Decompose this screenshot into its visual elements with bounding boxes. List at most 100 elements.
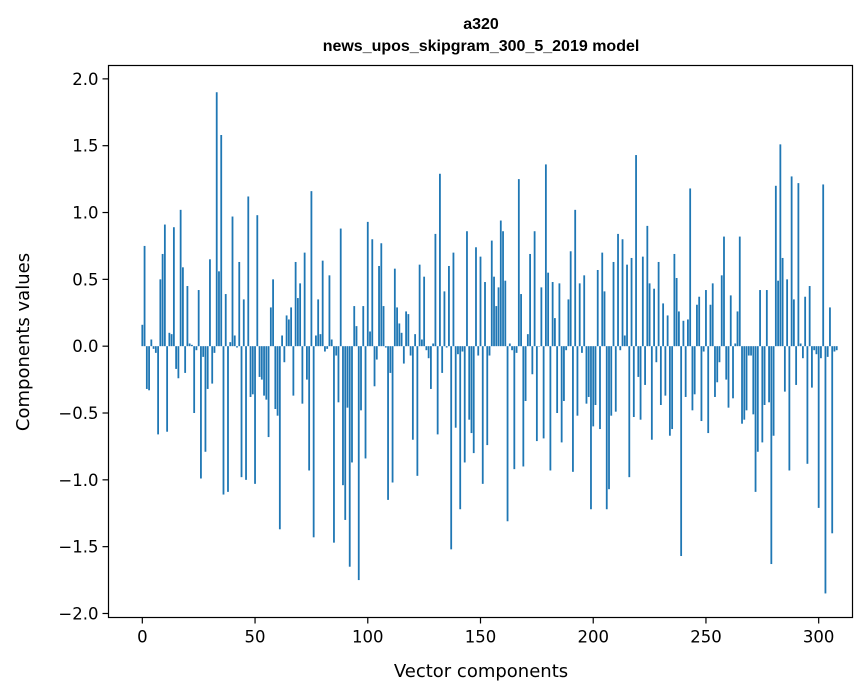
bar-97 [360,346,362,411]
bar-36 [222,346,225,495]
bar-211 [617,233,619,347]
bar-275 [761,346,764,443]
bar-81 [324,346,326,352]
bar-89 [342,346,344,486]
bar-281 [774,185,777,347]
bar-277 [765,290,768,347]
bar-143 [463,346,466,463]
bar-71 [301,346,304,404]
chart-subtitle: news_upos_skipgram_300_5_2019 model [323,38,640,55]
bar-25 [197,290,200,347]
bar-163 [508,343,511,347]
bar-239 [680,346,683,557]
bar-187 [563,346,565,401]
bar-249 [702,346,705,352]
bar-13 [170,334,173,347]
bar-112 [393,268,396,347]
bar-178 [542,346,545,439]
bar-45 [242,299,245,347]
bar-38 [227,346,229,492]
y-tick-label: 0.5 [72,270,98,289]
bar-94 [353,306,356,347]
bar-82 [326,346,329,349]
bar-227 [653,288,655,347]
bar-300 [817,346,820,508]
bar-199 [590,346,592,510]
bar-218 [632,346,635,418]
bar-151 [481,346,484,484]
bar-208 [610,346,613,416]
bar-58 [272,279,274,347]
bar-73 [306,346,308,380]
bar-104 [375,346,378,360]
bar-267 [743,346,746,420]
bar-101 [369,331,371,347]
bar-256 [718,346,721,363]
bar-264 [736,311,739,347]
bar-119 [409,346,412,356]
bar-160 [502,231,504,347]
bar-4 [150,339,153,347]
bar-96 [357,346,360,581]
bar-279 [770,346,773,565]
bar-259 [725,346,728,380]
bar-62 [281,335,283,347]
bar-30 [209,259,211,347]
bar-139 [454,346,457,428]
bar-266 [741,346,743,424]
bar-10 [163,224,166,347]
bar-146 [470,346,473,434]
bar-301 [820,346,822,359]
bar-168 [520,294,522,347]
bar-128 [430,346,432,389]
bar-246 [696,304,698,347]
bar-212 [619,346,622,351]
bar-9 [161,253,164,347]
bar-21 [188,343,191,347]
bar-280 [772,346,775,436]
bar-291 [797,183,800,347]
x-axis-ticks: 0 50 100 150 200 250 300 [137,617,834,647]
bar-231 [662,303,665,347]
bar-222 [641,256,644,347]
bar-63 [283,346,286,363]
bar-282 [777,280,779,347]
bar-106 [380,243,383,347]
bar-294 [804,296,807,347]
bar-5 [152,346,155,349]
bar-134 [443,291,446,347]
bar-150 [479,256,482,347]
bar-197 [585,346,588,404]
bar-37 [224,294,227,347]
bar-161 [504,280,507,347]
bar-12 [168,332,171,347]
bar-299 [815,346,818,355]
bar-217 [630,257,633,347]
bar-287 [788,346,791,471]
bar-53 [260,346,263,380]
bar-232 [664,346,667,396]
bar-107 [382,306,385,347]
bar-221 [639,346,642,420]
bar-121 [414,334,417,347]
bar-124 [420,339,423,347]
bar-252 [709,304,712,347]
bar-86 [335,346,338,356]
bar-140 [457,346,459,355]
bar-54 [263,346,265,396]
bar-144 [466,231,468,347]
y-tick-label: 1.0 [72,204,98,223]
bar-298 [813,346,816,351]
bar-238 [678,311,680,347]
bar-188 [565,346,568,351]
bar-296 [808,286,811,347]
bar-61 [278,346,281,530]
bar-22 [191,344,193,347]
bar-123 [418,264,421,347]
bar-126 [425,346,428,351]
bar-171 [526,334,529,347]
bar-103 [373,346,376,387]
bar-278 [768,346,770,403]
bar-93 [351,346,353,463]
bar-133 [441,346,444,373]
